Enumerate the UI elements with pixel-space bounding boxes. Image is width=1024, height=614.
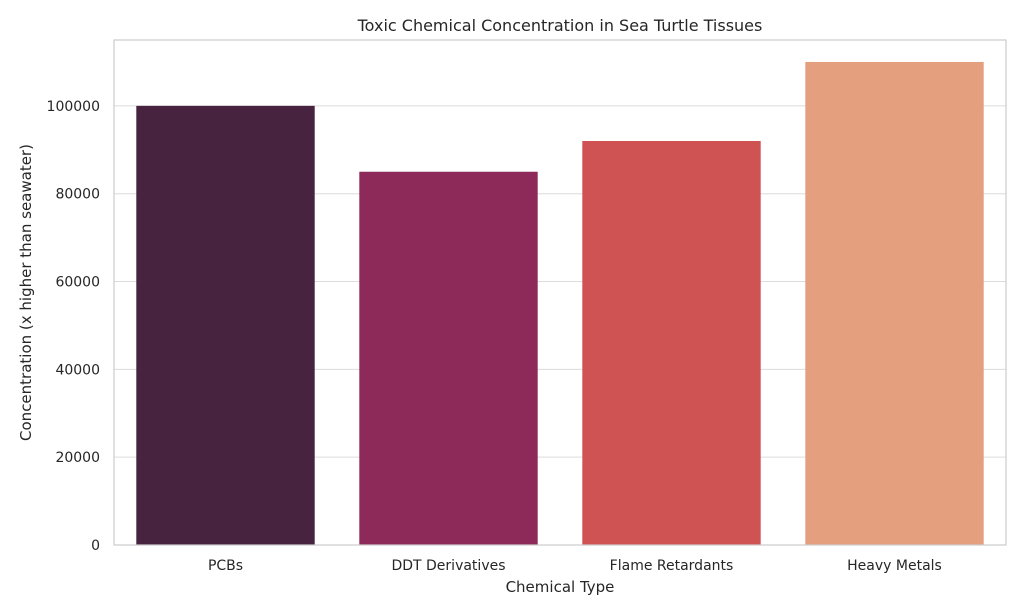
y-tick-label: 20000 — [55, 450, 100, 466]
y-tick-label: 100000 — [47, 99, 100, 115]
x-tick-label: Flame Retardants — [610, 558, 734, 574]
x-tick-labels: PCBs DDT Derivatives Flame Retardants Heavy… — [208, 558, 942, 574]
chart-title: Toxic Chemical Concentration in Sea Turt… — [357, 16, 763, 35]
y-tick-label: 40000 — [55, 362, 100, 378]
y-axis-label: Concentration (x higher than seawater) — [17, 144, 35, 441]
bar — [582, 141, 761, 545]
bar — [805, 61, 984, 546]
x-tick-label: DDT Derivatives — [391, 558, 505, 574]
y-tick-label: 60000 — [55, 275, 100, 291]
bars — [136, 61, 984, 546]
bar — [359, 171, 538, 545]
y-tick-label: 0 — [91, 538, 100, 554]
y-tick-labels: 0 20000 40000 60000 80000 100000 — [47, 99, 100, 554]
x-axis-label: Chemical Type — [506, 578, 615, 596]
x-tick-label: Heavy Metals — [847, 558, 942, 574]
x-tick-label: PCBs — [208, 558, 243, 574]
y-tick-label: 80000 — [55, 187, 100, 203]
bar — [136, 105, 315, 545]
plot-frame — [113, 39, 1007, 546]
